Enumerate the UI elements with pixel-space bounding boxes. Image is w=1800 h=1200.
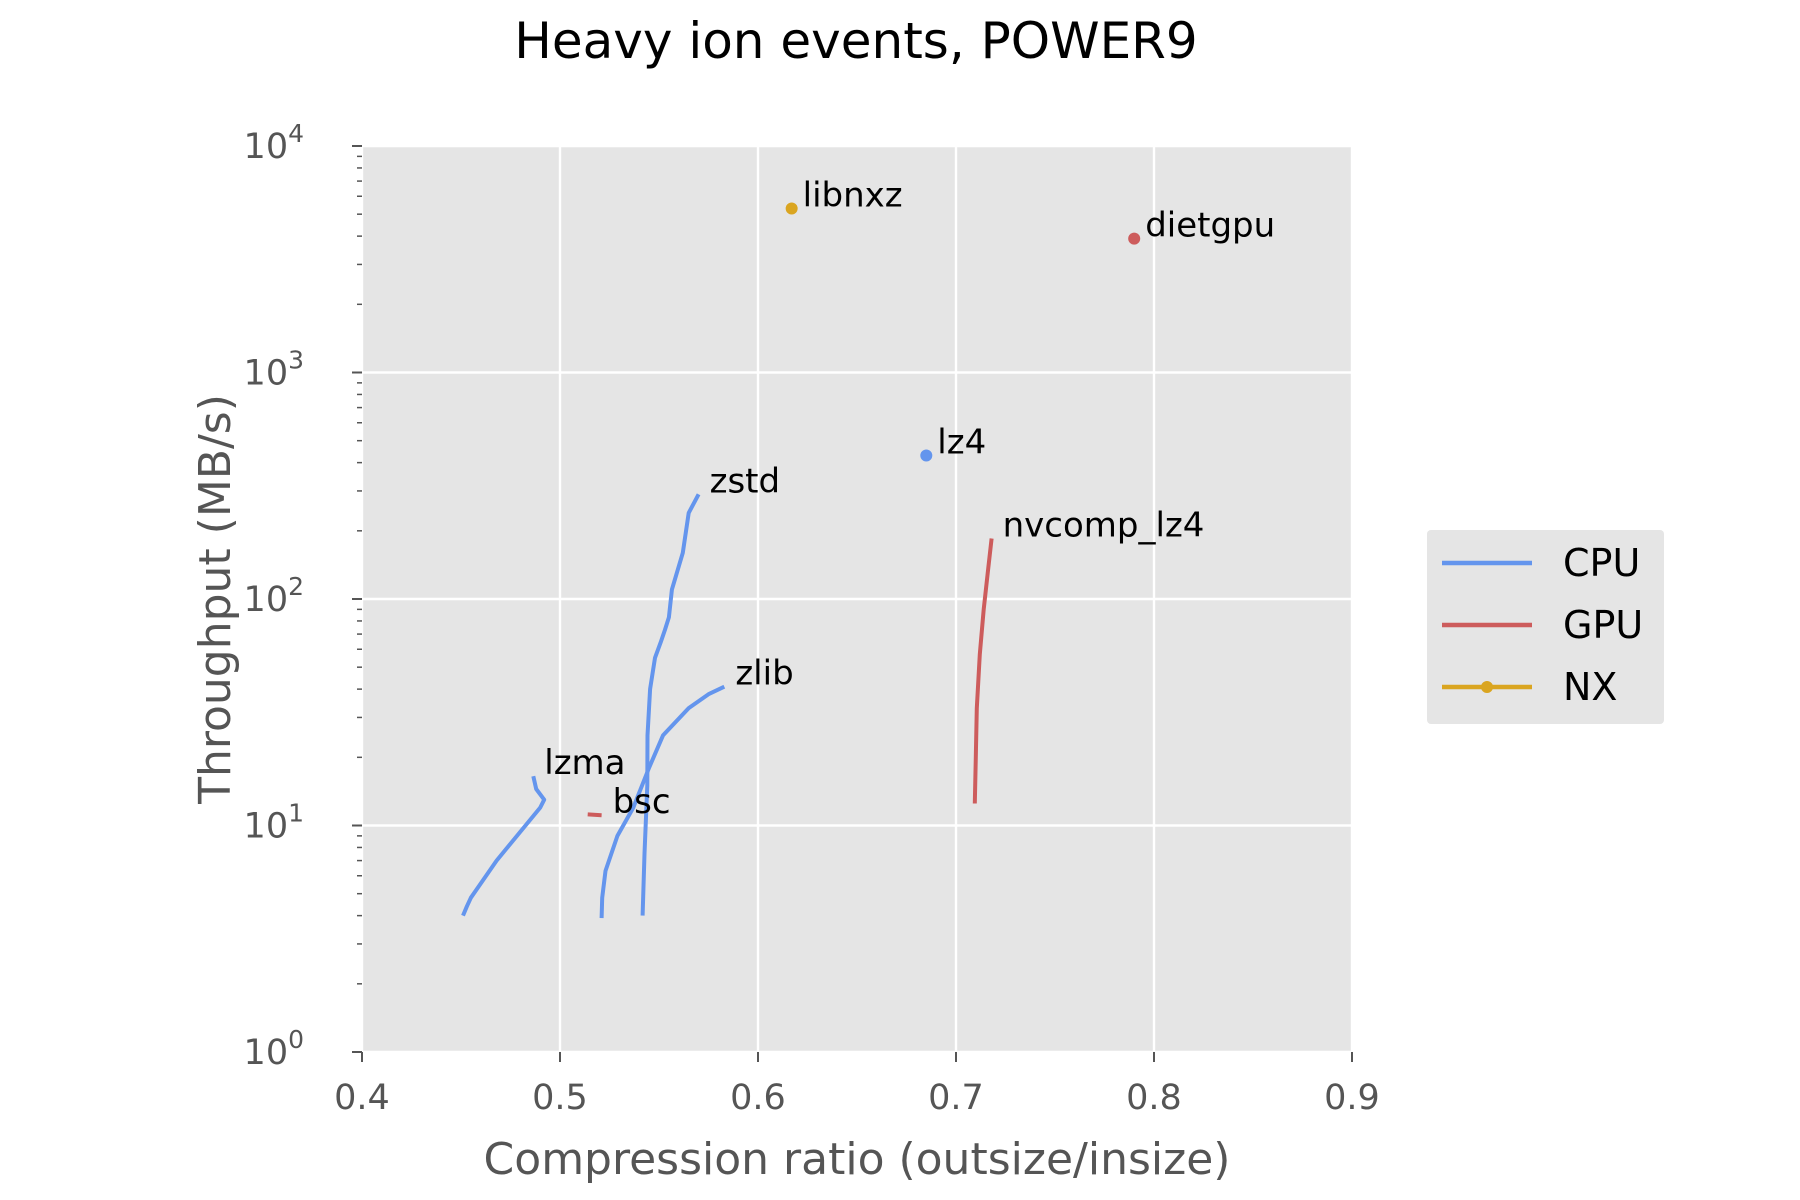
series-line-zstd [640, 493, 701, 916]
series-line-zlib [599, 684, 726, 919]
y-tick-exponent: 0 [288, 1025, 304, 1054]
y-tick-base: 10 [244, 807, 289, 847]
series-label-bsc: bsc [613, 782, 671, 822]
x-tick-label: 0.5 [532, 1078, 588, 1118]
legend-box [1427, 530, 1664, 724]
y-tick-exponent: 1 [288, 799, 304, 828]
x-axis-label: Compression ratio (outsize/insize) [484, 1134, 1231, 1185]
y-tick-label: 103 [244, 346, 304, 394]
x-tick-label: 0.4 [334, 1078, 390, 1118]
series-line-bsc [587, 812, 602, 818]
x-tick-label: 0.7 [928, 1078, 984, 1118]
y-tick-exponent: 3 [288, 346, 304, 375]
y-tick-label: 100 [244, 1025, 304, 1073]
y-tick-exponent: 4 [288, 119, 304, 148]
y-tick-base: 10 [244, 580, 289, 620]
series-point-lz4 [920, 449, 933, 462]
series-point-dietgpu [1128, 232, 1141, 245]
x-tick-label: 0.9 [1324, 1078, 1380, 1118]
series-label-zstd: zstd [710, 461, 780, 501]
legend: CPU GPU NX [1427, 530, 1664, 724]
legend-label-gpu: GPU [1563, 603, 1643, 647]
series-label-lz4: lz4 [937, 423, 986, 463]
chart-title: Heavy ion events, POWER9 [514, 12, 1197, 70]
legend-marker-nx [1481, 681, 1493, 693]
series-label-lzma: lzma [544, 743, 625, 783]
series-line-nvcomp_lz4 [972, 538, 994, 804]
y-tick-exponent: 2 [288, 572, 304, 601]
y-tick-base: 10 [244, 354, 289, 394]
x-tick-label: 0.6 [730, 1078, 786, 1118]
y-tick-base: 10 [244, 1033, 289, 1073]
y-tick-base: 10 [244, 127, 289, 167]
series-line-lzma [461, 775, 547, 917]
legend-label-nx: NX [1563, 665, 1617, 709]
y-axis-label: Throughput (MB/s) [190, 394, 241, 805]
series-point-libnxz [785, 202, 798, 215]
legend-label-cpu: CPU [1563, 541, 1640, 585]
series-label-libnxz: libnxz [803, 175, 903, 215]
y-tick-label: 102 [244, 572, 304, 620]
x-tick-label: 0.8 [1126, 1078, 1182, 1118]
y-tick-label: 104 [244, 119, 304, 167]
series-label-dietgpu: dietgpu [1145, 206, 1275, 246]
x-axis: 0.4 0.5 0.6 0.7 0.8 0.9 [334, 1052, 1380, 1118]
series-label-zlib: zlib [735, 654, 793, 694]
y-tick-label: 101 [244, 799, 304, 847]
series-label-nvcomp_lz4: nvcomp_lz4 [1003, 505, 1205, 545]
